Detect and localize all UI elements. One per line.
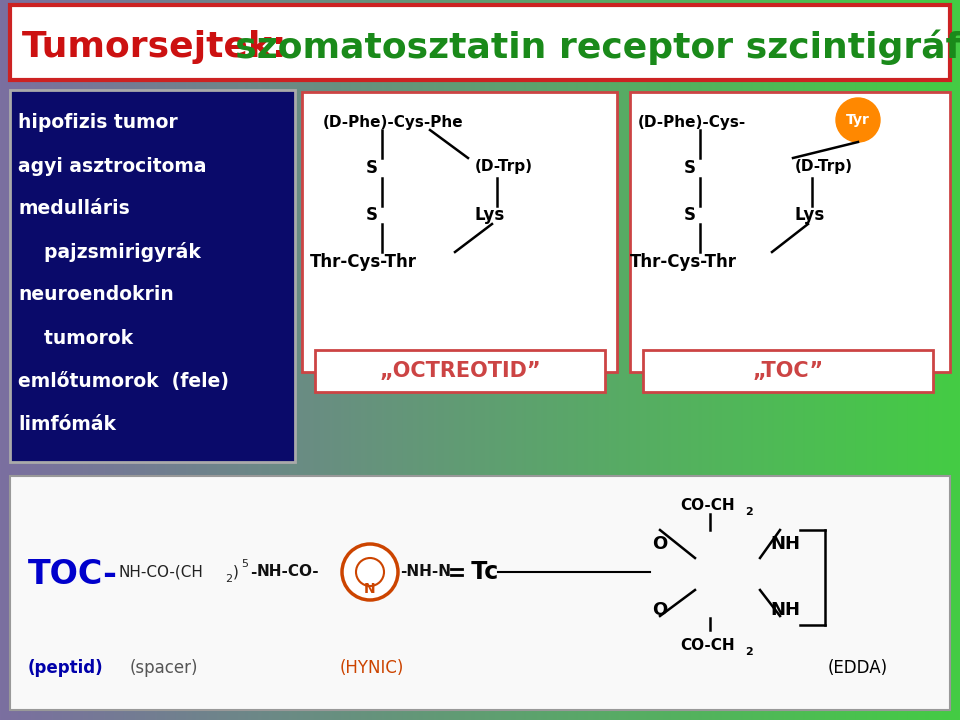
Text: 5: 5	[241, 559, 248, 569]
Text: NH: NH	[770, 601, 800, 619]
Bar	[10, 5, 950, 80]
Text: 2: 2	[225, 574, 232, 584]
Text: Thr-Cys-Thr: Thr-Cys-Thr	[630, 253, 737, 271]
Text: Tumorsejtek:: Tumorsejtek:	[22, 30, 287, 64]
Text: (D-Phe)-Cys-Phe: (D-Phe)-Cys-Phe	[323, 114, 464, 130]
Text: S: S	[684, 159, 696, 177]
Text: (EDDA): (EDDA)	[828, 659, 888, 677]
Text: Tc: Tc	[463, 560, 498, 584]
Bar	[630, 92, 950, 372]
Bar	[10, 90, 295, 462]
Text: CO-CH: CO-CH	[680, 637, 734, 652]
Text: NH-CO-: NH-CO-	[257, 564, 320, 580]
Text: medulláris: medulláris	[18, 199, 130, 218]
Text: szomatosztatin receptor szcintigráfia: szomatosztatin receptor szcintigráfia	[210, 30, 960, 65]
Text: limfómák: limfómák	[18, 415, 116, 433]
Text: -: -	[250, 564, 256, 580]
Text: (D-Trp): (D-Trp)	[475, 158, 533, 174]
Text: TOC-: TOC-	[28, 559, 118, 592]
Text: Lys: Lys	[475, 206, 505, 224]
Bar	[10, 476, 950, 710]
Text: neuroendokrin: neuroendokrin	[18, 286, 174, 305]
Text: O: O	[652, 601, 667, 619]
Text: S: S	[366, 206, 378, 224]
Text: „OCTREOTID”: „OCTREOTID”	[379, 361, 540, 381]
Text: Tyr: Tyr	[846, 113, 870, 127]
Text: Thr-Cys-Thr: Thr-Cys-Thr	[310, 253, 417, 271]
Text: O: O	[652, 535, 667, 553]
Text: NH: NH	[770, 535, 800, 553]
Circle shape	[356, 558, 384, 586]
Text: N: N	[364, 582, 375, 596]
Text: emlőtumorok  (fele): emlőtumorok (fele)	[18, 372, 229, 390]
Text: (D-Trp): (D-Trp)	[795, 158, 853, 174]
Text: (D-Phe)-Cys-: (D-Phe)-Cys-	[638, 114, 746, 130]
Bar	[315, 350, 605, 392]
Circle shape	[836, 98, 880, 142]
Text: „TOC”: „TOC”	[753, 361, 824, 381]
Text: CO-CH: CO-CH	[680, 498, 734, 513]
Text: S: S	[684, 206, 696, 224]
Text: 2: 2	[745, 507, 753, 517]
Text: -NH-N: -NH-N	[400, 564, 451, 580]
Text: agyi asztrocitoma: agyi asztrocitoma	[18, 156, 206, 176]
Text: (peptid): (peptid)	[28, 659, 104, 677]
Text: S: S	[366, 159, 378, 177]
Text: ): )	[233, 564, 239, 580]
Text: (HYNIC): (HYNIC)	[340, 659, 404, 677]
Bar	[302, 92, 617, 372]
Text: Lys: Lys	[795, 206, 826, 224]
Circle shape	[342, 544, 398, 600]
Text: (spacer): (spacer)	[130, 659, 199, 677]
Text: 2: 2	[745, 647, 753, 657]
Text: hipofizis tumor: hipofizis tumor	[18, 114, 178, 132]
Text: pajzsmirigyrák: pajzsmirigyrák	[18, 242, 201, 262]
Bar	[643, 350, 933, 392]
Text: NH-CO-(CH: NH-CO-(CH	[118, 564, 203, 580]
Text: tumorok: tumorok	[18, 328, 133, 348]
